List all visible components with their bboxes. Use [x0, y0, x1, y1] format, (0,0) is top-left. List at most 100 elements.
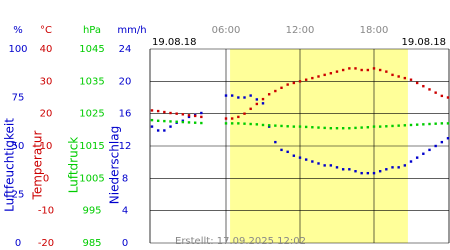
data-point — [304, 78, 308, 81]
data-point — [237, 115, 240, 119]
data-point — [440, 94, 444, 98]
data-point — [323, 126, 326, 130]
data-point — [366, 171, 370, 175]
data-point — [317, 162, 320, 165]
y-tick-label: 1015 — [79, 141, 104, 152]
data-point — [224, 117, 228, 120]
data-point — [280, 86, 283, 89]
data-point — [391, 73, 394, 77]
y-tick-label: 1025 — [79, 109, 104, 120]
data-point — [150, 125, 154, 128]
data-point — [156, 129, 160, 132]
date-left: 19.08.18 — [152, 37, 197, 48]
data-point — [360, 126, 363, 129]
data-point — [366, 68, 370, 72]
data-point — [360, 68, 363, 72]
data-point — [385, 168, 388, 171]
data-point — [403, 164, 407, 167]
data-point — [354, 67, 357, 70]
data-point — [311, 76, 314, 80]
data-point — [397, 166, 400, 169]
data-point — [187, 115, 191, 119]
y-tick-label: 25 — [12, 190, 25, 201]
data-point — [385, 125, 388, 128]
data-point — [292, 125, 296, 128]
axis-title: Temperatur — [31, 130, 45, 200]
data-point — [317, 75, 320, 78]
data-point — [409, 123, 413, 127]
x-tick-label: 12:00 — [286, 25, 315, 36]
data-point — [354, 170, 357, 173]
data-point — [360, 171, 363, 175]
data-point — [434, 122, 437, 125]
created-note: Erstellt: 17.09.2025 12:02 — [175, 236, 306, 247]
data-point — [409, 78, 413, 81]
data-point — [378, 170, 382, 173]
x-tick-label: 06:00 — [212, 25, 241, 36]
data-point — [224, 94, 228, 97]
data-point — [175, 120, 178, 123]
data-point — [335, 70, 339, 73]
data-point — [200, 121, 203, 125]
axis-unit: % — [13, 25, 23, 36]
y-tick-label: 0 — [15, 238, 21, 249]
data-point — [385, 70, 388, 73]
data-point — [169, 120, 172, 123]
data-point — [267, 124, 271, 127]
y-tick-label: 40 — [40, 44, 53, 55]
data-point — [298, 80, 302, 83]
data-point — [397, 75, 400, 78]
data-point — [255, 102, 259, 106]
data-point — [243, 112, 246, 115]
data-point — [193, 121, 197, 124]
y-tick-label: 0 — [122, 238, 128, 249]
data-point — [323, 73, 326, 77]
data-point — [292, 154, 296, 157]
y-tick-label: 30 — [40, 76, 53, 87]
data-point — [150, 118, 154, 122]
data-point — [409, 160, 413, 163]
data-point — [243, 122, 246, 125]
data-point — [323, 164, 326, 167]
y-tick-label: 20 — [119, 76, 132, 87]
data-point — [163, 119, 166, 123]
y-tick-label: -10 — [38, 206, 54, 217]
data-point — [187, 121, 191, 124]
data-point — [304, 125, 308, 129]
y-tick-label: -20 — [38, 238, 54, 249]
data-point — [286, 125, 289, 128]
y-tick-label: 20 — [40, 109, 53, 120]
data-point — [434, 144, 437, 148]
y-tick-label: 75 — [12, 93, 25, 104]
date-right: 19.08.18 — [401, 37, 446, 48]
data-point — [440, 122, 444, 125]
axis-unit: °C — [40, 25, 52, 36]
data-point — [372, 171, 376, 175]
data-point — [255, 98, 259, 101]
data-point — [329, 164, 333, 167]
data-point — [181, 119, 185, 122]
y-tick-label: 12 — [119, 141, 132, 152]
y-tick-label: 4 — [122, 206, 128, 217]
y-tick-label: 50 — [12, 141, 25, 152]
data-point — [391, 124, 394, 128]
data-point — [298, 156, 302, 159]
data-point — [200, 115, 203, 119]
data-point — [169, 111, 172, 115]
x-tick-label: 18:00 — [360, 25, 389, 36]
data-point — [298, 125, 302, 128]
data-point — [335, 166, 339, 169]
data-point — [397, 124, 400, 127]
data-point — [292, 81, 296, 85]
data-point — [261, 102, 265, 105]
data-point — [403, 76, 407, 80]
data-point — [403, 124, 407, 127]
axis-unit: mm/h — [117, 25, 146, 36]
data-point — [175, 112, 178, 115]
data-point — [280, 148, 283, 152]
data-point — [415, 81, 419, 85]
data-point — [156, 109, 160, 113]
data-point — [169, 125, 172, 128]
data-point — [341, 127, 345, 130]
